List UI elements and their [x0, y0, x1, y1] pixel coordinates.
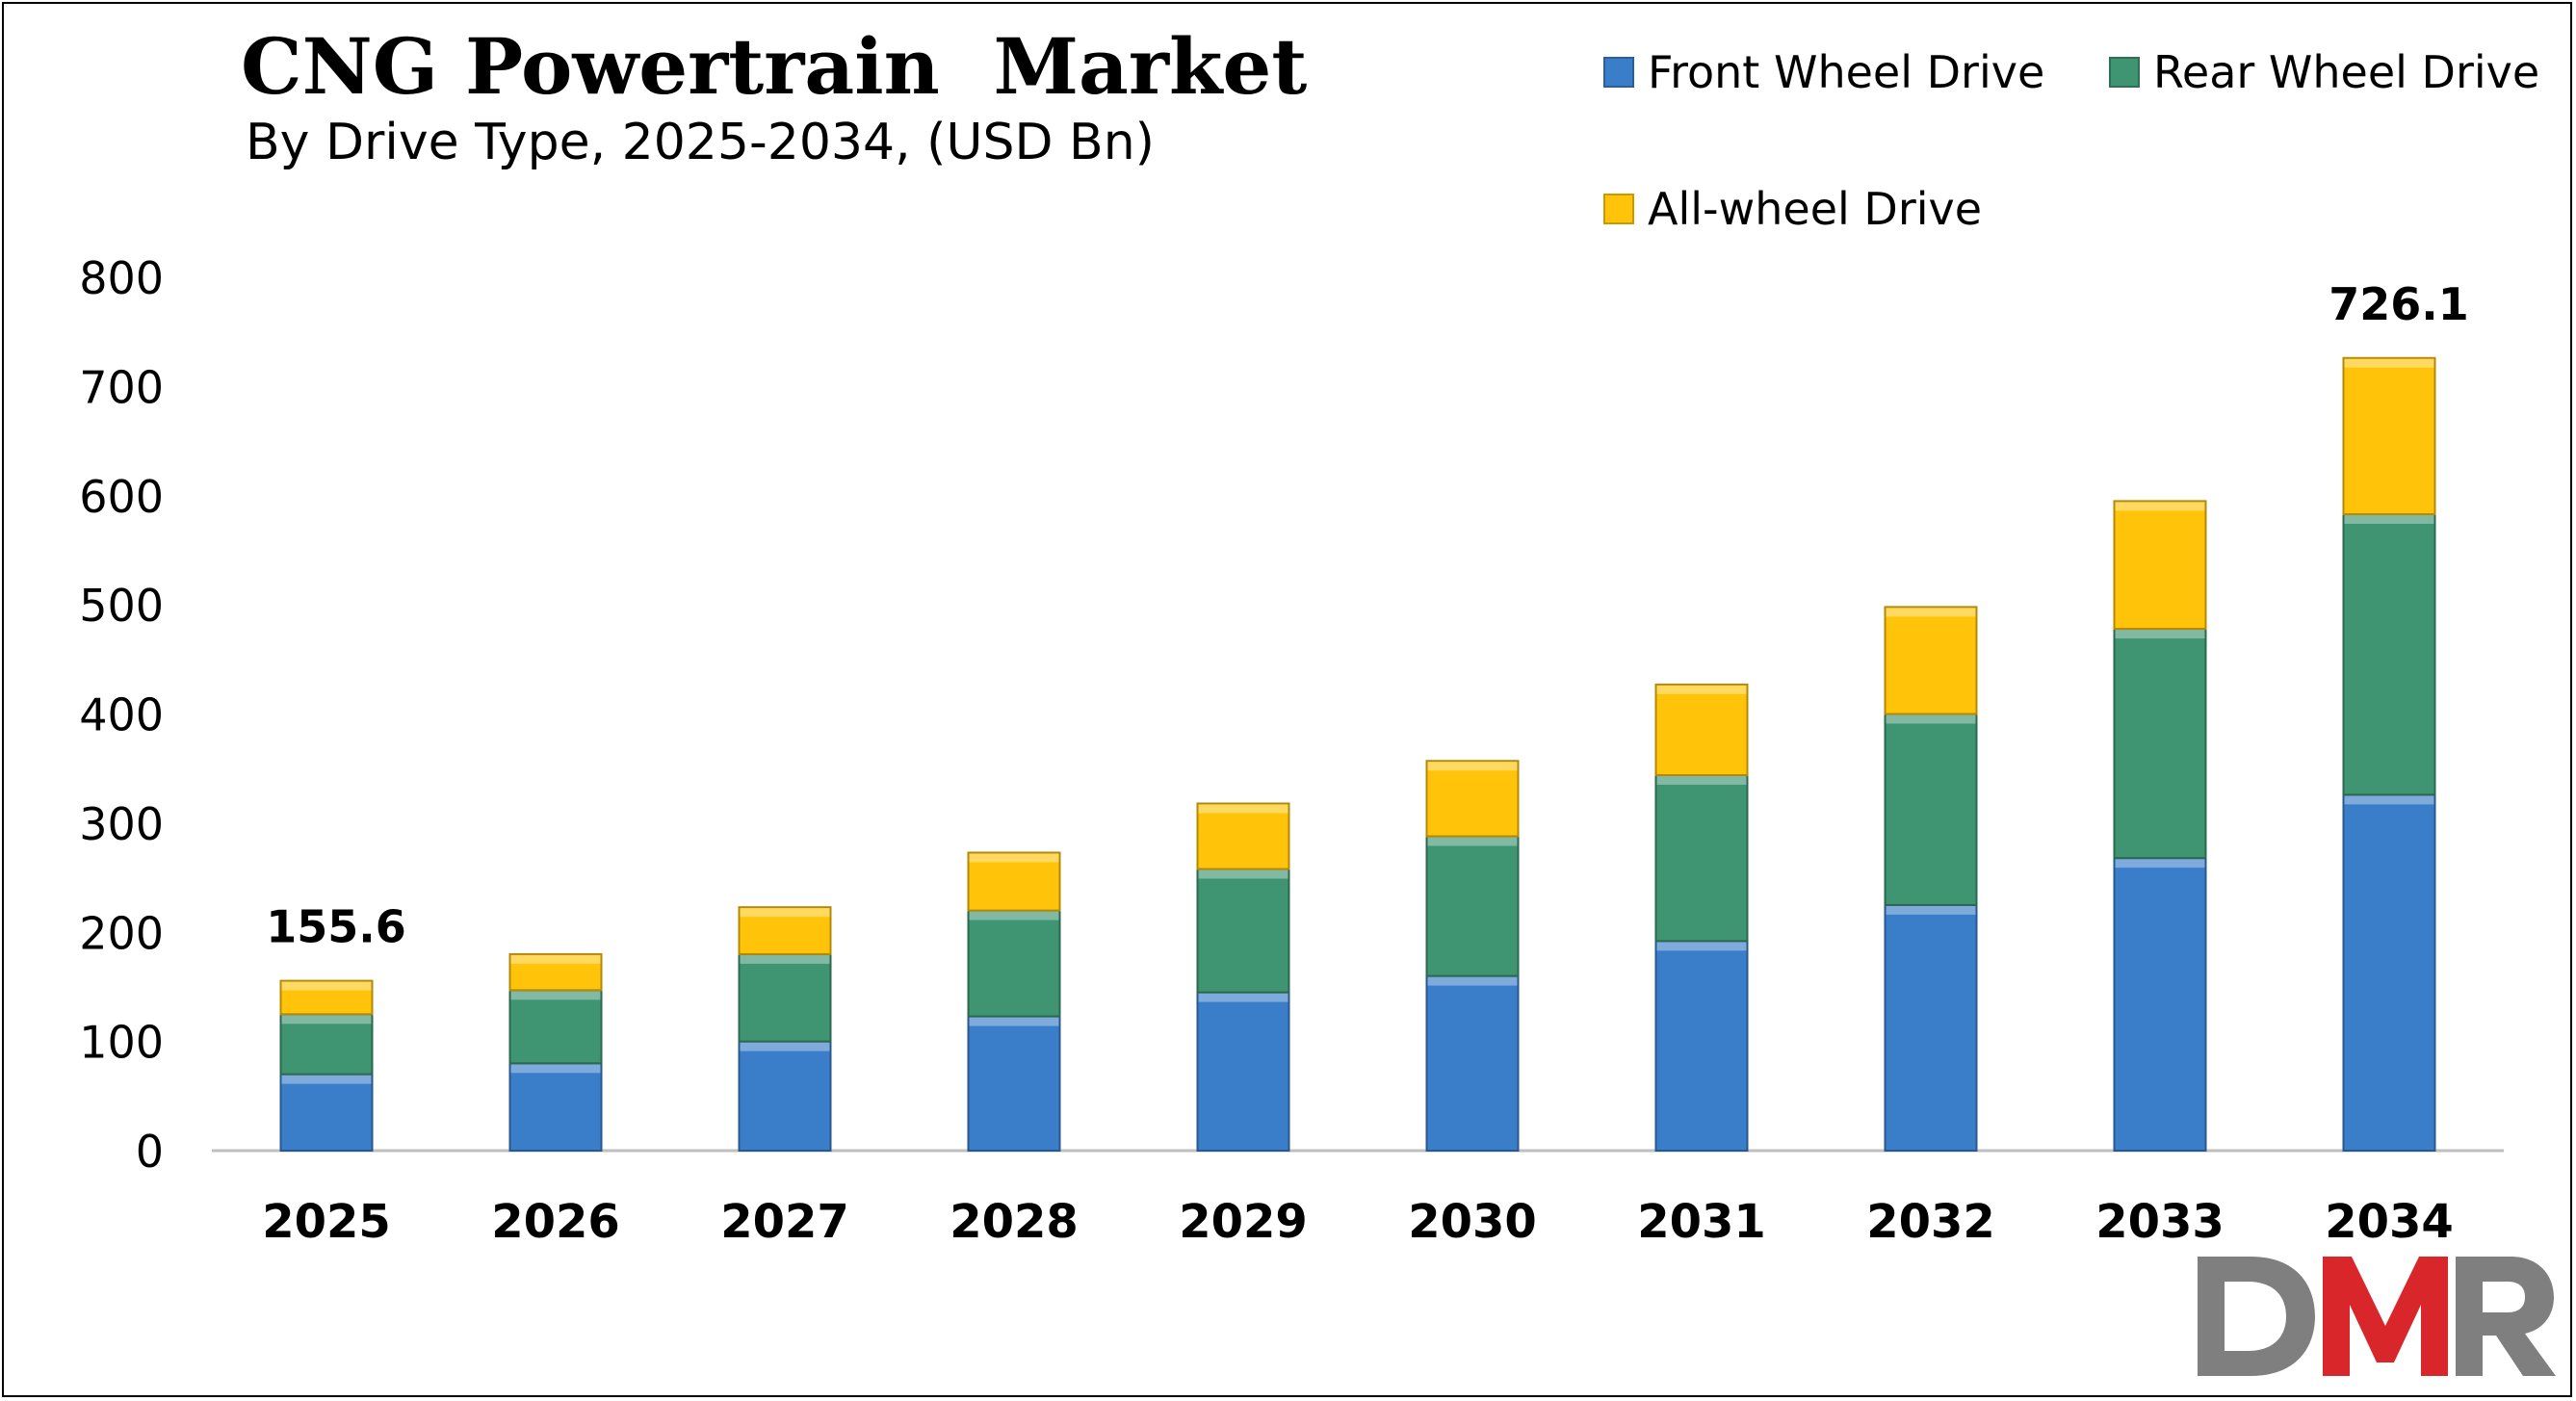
x-tick-label-2027: 2027 [720, 1195, 849, 1249]
x-tick-label-2030: 2030 [1408, 1195, 1537, 1249]
bar-rear-wheel-drive-2026 [508, 989, 603, 1065]
bar-all-wheel-drive-2032 [1884, 606, 1978, 715]
x-tick-label-2032: 2032 [1866, 1195, 1995, 1249]
bar-rear-wheel-drive-2027 [738, 952, 832, 1043]
bar-all-wheel-drive-2030 [1425, 760, 1520, 838]
bar-bevel-front-wheel-drive-2033 [2115, 859, 2205, 869]
bar-bevel-all-wheel-drive-2033 [2115, 502, 2205, 511]
bar-bevel-rear-wheel-drive-2028 [969, 911, 1059, 921]
y-tick-label-500: 500 [79, 580, 164, 632]
bar-bevel-all-wheel-drive-2031 [1656, 685, 1747, 694]
bar-all-wheel-drive-2029 [1196, 802, 1290, 870]
x-tick-label-2034: 2034 [2325, 1195, 2454, 1249]
legend-label-all-wheel-drive: All-wheel Drive [1648, 183, 1983, 235]
bar-front-wheel-drive-2033 [2113, 857, 2207, 1153]
bar-bevel-all-wheel-drive-2027 [740, 908, 830, 918]
bar-rear-wheel-drive-2025 [279, 1013, 374, 1076]
bar-front-wheel-drive-2031 [1654, 940, 1749, 1152]
bar-bevel-rear-wheel-drive-2031 [1656, 775, 1747, 785]
bar-bevel-front-wheel-drive-2025 [281, 1075, 372, 1084]
legend-swatch-front-wheel-drive [1603, 57, 1634, 88]
data-label-2034: 726.1 [2329, 278, 2469, 330]
x-tick-label-2026: 2026 [491, 1195, 620, 1249]
y-tick-label-200: 200 [79, 907, 164, 959]
bar-bevel-all-wheel-drive-2034 [2344, 358, 2434, 368]
bar-front-wheel-drive-2025 [279, 1073, 374, 1152]
bar-bevel-all-wheel-drive-2028 [969, 853, 1059, 863]
legend-swatch-all-wheel-drive [1603, 194, 1634, 224]
legend-item-all-wheel-drive: All-wheel Drive [1603, 183, 1982, 235]
bar-rear-wheel-drive-2029 [1196, 868, 1290, 994]
legend-label-rear-wheel-drive: Rear Wheel Drive [2153, 46, 2540, 98]
x-tick-label-2025: 2025 [262, 1195, 391, 1249]
bar-bevel-rear-wheel-drive-2029 [1198, 869, 1288, 879]
y-tick-label-700: 700 [79, 361, 164, 413]
x-tick-label-2028: 2028 [950, 1195, 1079, 1249]
legend-swatch-rear-wheel-drive [2109, 57, 2140, 88]
bar-bevel-all-wheel-drive-2030 [1427, 762, 1518, 771]
bar-front-wheel-drive-2028 [967, 1015, 1061, 1152]
bar-bevel-rear-wheel-drive-2032 [1886, 714, 1976, 724]
bar-front-wheel-drive-2027 [738, 1040, 832, 1152]
bar-rear-wheel-drive-2034 [2342, 513, 2436, 796]
legend-item-front-wheel-drive: Front Wheel Drive [1603, 46, 2044, 98]
bar-bevel-rear-wheel-drive-2030 [1427, 837, 1518, 846]
bar-rear-wheel-drive-2032 [1884, 713, 1978, 906]
chart-title: CNG Powertrain Market [241, 21, 1308, 112]
y-tick-label-800: 800 [79, 252, 164, 304]
bar-bevel-rear-wheel-drive-2026 [510, 991, 601, 1000]
legend-label-front-wheel-drive: Front Wheel Drive [1648, 46, 2045, 98]
bar-front-wheel-drive-2026 [508, 1062, 603, 1153]
y-tick-label-300: 300 [79, 798, 164, 850]
bar-bevel-rear-wheel-drive-2027 [740, 954, 830, 964]
legend-item-rear-wheel-drive: Rear Wheel Drive [2109, 46, 2539, 98]
bar-all-wheel-drive-2031 [1654, 683, 1749, 776]
bar-all-wheel-drive-2034 [2342, 356, 2436, 516]
bar-bevel-all-wheel-drive-2025 [281, 981, 372, 991]
bar-all-wheel-drive-2033 [2113, 500, 2207, 631]
bar-rear-wheel-drive-2030 [1425, 835, 1520, 977]
bar-bevel-all-wheel-drive-2032 [1886, 608, 1976, 617]
bar-bevel-front-wheel-drive-2030 [1427, 976, 1518, 986]
bar-front-wheel-drive-2034 [2342, 793, 2436, 1153]
y-tick-label-600: 600 [79, 471, 164, 523]
x-tick-label-2029: 2029 [1179, 1195, 1308, 1249]
dmr-logo [2198, 1257, 2556, 1376]
chart-subtitle: By Drive Type, 2025-2034, (USD Bn) [246, 114, 1155, 171]
x-tick-label-2033: 2033 [2095, 1195, 2225, 1249]
bar-bevel-rear-wheel-drive-2034 [2344, 515, 2434, 525]
bar-bevel-front-wheel-drive-2034 [2344, 795, 2434, 805]
bar-bevel-rear-wheel-drive-2033 [2115, 630, 2205, 639]
bar-bevel-front-wheel-drive-2026 [510, 1064, 601, 1074]
bar-front-wheel-drive-2029 [1196, 991, 1290, 1152]
bar-rear-wheel-drive-2033 [2113, 628, 2207, 860]
bar-front-wheel-drive-2030 [1425, 974, 1520, 1152]
bar-bevel-front-wheel-drive-2032 [1886, 905, 1976, 915]
bar-bevel-all-wheel-drive-2029 [1198, 804, 1288, 814]
bar-all-wheel-drive-2028 [967, 851, 1061, 912]
bar-bevel-rear-wheel-drive-2025 [281, 1015, 372, 1025]
bar-bevel-front-wheel-drive-2031 [1656, 942, 1747, 951]
bar-rear-wheel-drive-2028 [967, 909, 1061, 1018]
data-label-2025: 155.6 [266, 901, 406, 953]
bar-bevel-front-wheel-drive-2029 [1198, 993, 1288, 1002]
x-tick-label-2031: 2031 [1637, 1195, 1766, 1249]
y-tick-label-100: 100 [79, 1017, 164, 1069]
bar-bevel-front-wheel-drive-2028 [969, 1017, 1059, 1026]
bar-rear-wheel-drive-2031 [1654, 773, 1749, 943]
bar-bevel-front-wheel-drive-2027 [740, 1042, 830, 1051]
y-tick-label-400: 400 [79, 689, 164, 741]
y-tick-label-0: 0 [136, 1126, 164, 1178]
bar-front-wheel-drive-2032 [1884, 903, 1978, 1152]
bar-bevel-all-wheel-drive-2026 [510, 954, 601, 964]
